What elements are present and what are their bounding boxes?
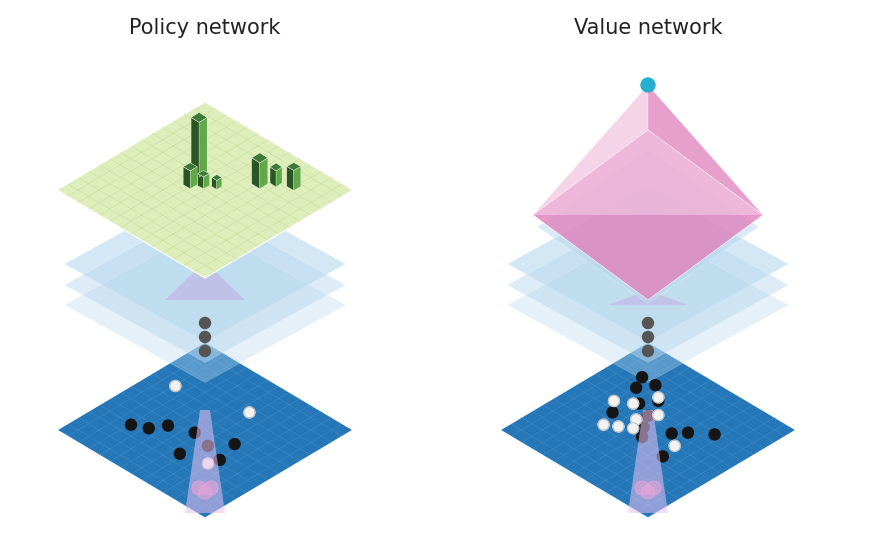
Circle shape bbox=[633, 398, 644, 409]
Polygon shape bbox=[260, 158, 267, 189]
Polygon shape bbox=[217, 178, 222, 190]
Circle shape bbox=[668, 440, 680, 451]
Polygon shape bbox=[287, 163, 301, 171]
Circle shape bbox=[640, 78, 654, 92]
Polygon shape bbox=[64, 227, 346, 382]
Circle shape bbox=[214, 455, 225, 465]
Polygon shape bbox=[183, 167, 190, 188]
Polygon shape bbox=[185, 410, 225, 513]
Circle shape bbox=[198, 485, 211, 499]
Circle shape bbox=[646, 481, 660, 495]
Circle shape bbox=[189, 427, 200, 438]
Polygon shape bbox=[294, 166, 301, 191]
Polygon shape bbox=[183, 163, 197, 171]
Circle shape bbox=[642, 318, 652, 328]
Circle shape bbox=[199, 318, 210, 328]
Circle shape bbox=[606, 407, 617, 418]
Text: Value network: Value network bbox=[573, 18, 722, 38]
Polygon shape bbox=[270, 167, 275, 187]
Polygon shape bbox=[532, 130, 762, 215]
Circle shape bbox=[709, 429, 719, 440]
Polygon shape bbox=[57, 342, 353, 518]
Circle shape bbox=[175, 448, 185, 459]
Circle shape bbox=[638, 422, 648, 433]
Circle shape bbox=[627, 398, 638, 409]
Circle shape bbox=[627, 423, 638, 434]
Circle shape bbox=[125, 419, 136, 430]
Polygon shape bbox=[607, 295, 688, 305]
Circle shape bbox=[642, 410, 652, 421]
Polygon shape bbox=[532, 130, 762, 300]
Circle shape bbox=[597, 419, 609, 430]
Circle shape bbox=[203, 458, 213, 469]
Circle shape bbox=[162, 420, 174, 431]
Circle shape bbox=[199, 346, 210, 356]
Polygon shape bbox=[197, 171, 210, 177]
Circle shape bbox=[636, 372, 647, 383]
Polygon shape bbox=[199, 117, 207, 178]
Circle shape bbox=[652, 395, 663, 407]
Polygon shape bbox=[499, 342, 795, 518]
Circle shape bbox=[666, 428, 676, 439]
Polygon shape bbox=[507, 186, 788, 341]
Polygon shape bbox=[190, 167, 197, 188]
Circle shape bbox=[636, 431, 647, 443]
Circle shape bbox=[642, 332, 652, 342]
Circle shape bbox=[649, 380, 660, 390]
Polygon shape bbox=[211, 178, 217, 190]
Polygon shape bbox=[64, 207, 346, 362]
Polygon shape bbox=[287, 166, 294, 191]
Polygon shape bbox=[57, 102, 353, 278]
Circle shape bbox=[199, 332, 210, 342]
Circle shape bbox=[143, 423, 154, 434]
Polygon shape bbox=[165, 273, 245, 300]
Polygon shape bbox=[211, 174, 222, 180]
Polygon shape bbox=[537, 151, 758, 303]
Circle shape bbox=[642, 346, 652, 356]
Circle shape bbox=[192, 481, 206, 495]
Polygon shape bbox=[203, 173, 210, 188]
Polygon shape bbox=[507, 227, 788, 382]
Circle shape bbox=[203, 440, 213, 451]
Polygon shape bbox=[252, 158, 260, 189]
Circle shape bbox=[244, 407, 254, 418]
Polygon shape bbox=[627, 410, 667, 513]
Circle shape bbox=[681, 427, 693, 438]
Circle shape bbox=[229, 438, 239, 450]
Circle shape bbox=[612, 421, 624, 432]
Circle shape bbox=[652, 409, 663, 421]
Text: Policy network: Policy network bbox=[129, 18, 281, 38]
Circle shape bbox=[640, 485, 654, 499]
Circle shape bbox=[657, 451, 667, 462]
Polygon shape bbox=[270, 163, 282, 171]
Circle shape bbox=[203, 481, 217, 495]
Polygon shape bbox=[191, 117, 199, 178]
Polygon shape bbox=[191, 112, 207, 123]
Circle shape bbox=[630, 414, 641, 425]
Polygon shape bbox=[275, 167, 282, 187]
Polygon shape bbox=[252, 153, 267, 163]
Circle shape bbox=[630, 382, 641, 393]
Polygon shape bbox=[647, 85, 762, 215]
Circle shape bbox=[608, 395, 619, 407]
Polygon shape bbox=[507, 207, 788, 362]
Circle shape bbox=[634, 481, 648, 495]
Polygon shape bbox=[197, 173, 203, 188]
Polygon shape bbox=[532, 85, 647, 215]
Circle shape bbox=[170, 381, 181, 392]
Circle shape bbox=[652, 392, 663, 403]
Polygon shape bbox=[64, 186, 346, 341]
